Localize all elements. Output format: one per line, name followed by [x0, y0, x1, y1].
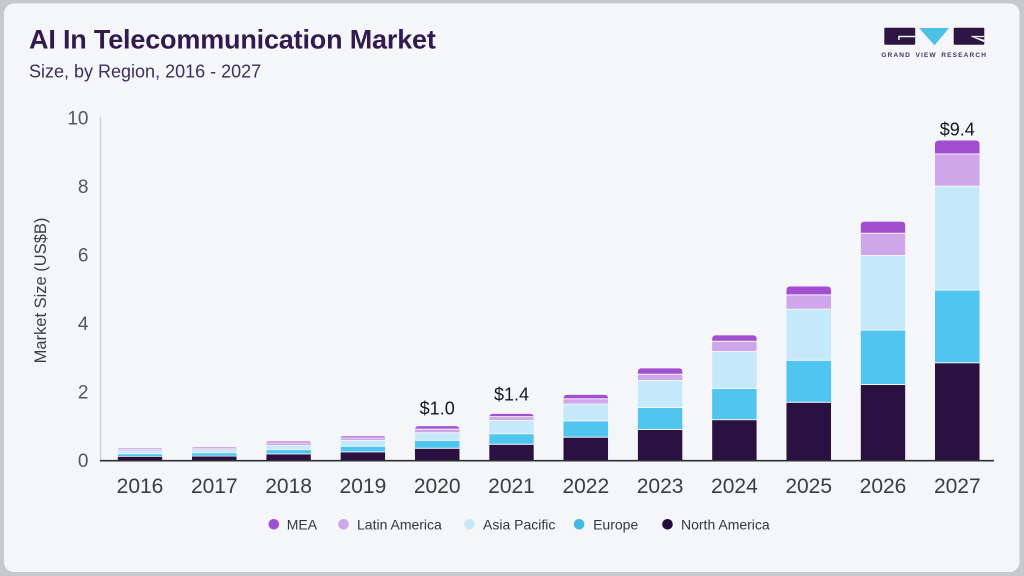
svg-text:10: 10: [67, 109, 88, 130]
svg-text:$1.0: $1.0: [420, 399, 455, 419]
svg-text:2020: 2020: [414, 475, 461, 498]
svg-text:2016: 2016: [117, 475, 164, 498]
svg-text:Europe: Europe: [593, 516, 638, 532]
svg-text:2: 2: [78, 383, 89, 404]
svg-text:2024: 2024: [711, 475, 758, 498]
svg-text:Market Size (US$B): Market Size (US$B): [32, 218, 50, 364]
svg-text:Asia Pacific: Asia Pacific: [483, 516, 555, 532]
svg-text:2017: 2017: [191, 475, 238, 498]
svg-text:2021: 2021: [488, 475, 535, 498]
svg-text:0: 0: [78, 451, 89, 472]
svg-text:$9.4: $9.4: [940, 120, 975, 140]
svg-text:6: 6: [78, 246, 89, 267]
svg-text:2027: 2027: [934, 475, 981, 498]
svg-text:2025: 2025: [785, 475, 832, 498]
svg-text:2018: 2018: [265, 475, 312, 498]
svg-text:$1.4: $1.4: [494, 385, 529, 405]
svg-text:2019: 2019: [340, 475, 387, 498]
svg-text:4: 4: [78, 314, 89, 335]
svg-text:MEA: MEA: [287, 516, 318, 532]
svg-text:8: 8: [78, 177, 89, 198]
svg-text:North America: North America: [681, 516, 770, 532]
svg-text:2023: 2023: [637, 475, 684, 498]
svg-text:AI In Telecommunication Market: AI In Telecommunication Market: [29, 25, 436, 55]
svg-text:2026: 2026: [860, 475, 907, 498]
svg-text:2022: 2022: [562, 475, 609, 498]
svg-text:GRAND VIEW RESEARCH: GRAND VIEW RESEARCH: [881, 52, 987, 59]
svg-text:Latin America: Latin America: [357, 516, 442, 532]
svg-text:Size, by Region, 2016 - 2027: Size, by Region, 2016 - 2027: [29, 62, 261, 82]
